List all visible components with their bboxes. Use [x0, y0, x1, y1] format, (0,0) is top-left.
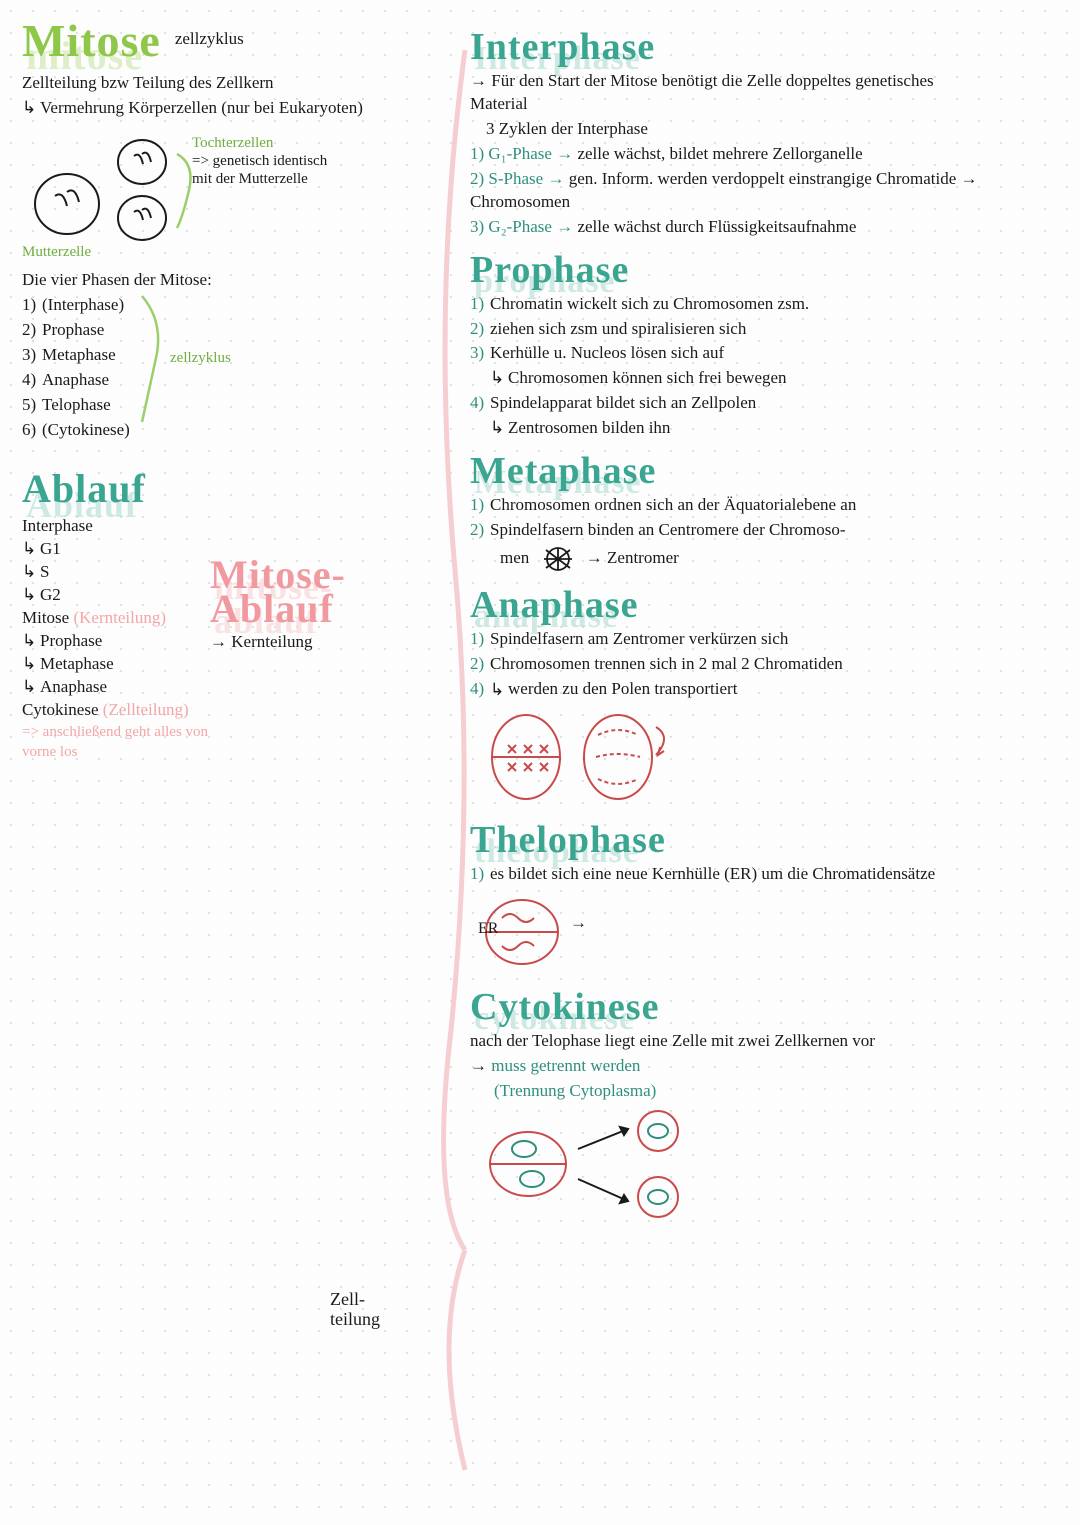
pro-title: Prophase — [470, 249, 629, 291]
ab-meta: Metaphase — [22, 653, 398, 676]
page: mitose Mitose zellzyklus Zellteilung bzw… — [0, 0, 1080, 1525]
mitose-title: Mitose — [22, 15, 161, 66]
cyto-l1: nach der Telophase liegt eine Zelle mit … — [470, 1031, 875, 1050]
inter-l1: Für den Start der Mitose benötigt die Ze… — [470, 70, 990, 116]
meta-l1: Chromosomen ordnen sich an der Äquatoria… — [490, 495, 856, 514]
ma-kern: → Kernteilung — [210, 631, 420, 654]
telo-er: ER — [478, 920, 498, 937]
phasen-heading: Die vier Phasen der Mitose: — [22, 269, 398, 292]
meta-title: Metaphase — [470, 450, 656, 492]
mitose-ablauf-block: mitose- Mitose- ablauf Ablauf → Kernteil… — [210, 555, 420, 656]
ana-title: Anaphase — [470, 584, 639, 626]
ablauf-title: Ablauf — [22, 466, 146, 511]
telo-l1: es bildet sich eine neue Kernhülle (ER) … — [490, 864, 935, 883]
phase-2: Prophase — [42, 320, 104, 339]
centromer-icon — [538, 544, 578, 574]
anaphase-section: anaphase Anaphase 1)Spindelfasern am Zen… — [470, 576, 1062, 807]
g2a: 3) G₂-Phase — [470, 217, 552, 236]
desc-line-1: Zellteilung bzw Teilung des Zellkern — [22, 72, 398, 95]
telophase-cell-icon: → ER — [478, 892, 1062, 990]
ab-interphase: Interphase — [22, 515, 398, 538]
mutter-label: Mutterzelle — [22, 244, 398, 261]
phase-4: Anaphase — [42, 370, 109, 389]
tochter-2: => genetisch identisch — [192, 152, 392, 170]
zellteilung-label: Zell- teilung — [330, 1290, 410, 1330]
svg-text:→: → — [570, 913, 587, 932]
pro-l3: Kerhülle u. Nucleos lösen sich auf — [490, 343, 724, 362]
mitose-desc: Zellteilung bzw Teilung des Zellkern Ver… — [22, 72, 398, 120]
sa: 2) S-Phase — [470, 169, 543, 188]
cytokinese-cells-icon — [478, 1109, 1062, 1219]
g1b: zelle wächst, bildet mehrere Zellorganel… — [577, 144, 862, 163]
ab-cyto-note: (Zellteilung) — [103, 700, 189, 719]
pro-l2: ziehen sich zsm und spiralisieren sich — [490, 319, 746, 338]
telophase-section: thelophase Thelophase 1)es bildet sich e… — [470, 811, 1062, 990]
ana-l2: Chromosomen trennen sich in 2 mal 2 Chro… — [490, 654, 843, 673]
g2b: zelle wächst durch Flüssigkeitsaufnahme — [577, 217, 856, 236]
ab-mitose: Mitose — [22, 608, 69, 627]
telo-title: Thelophase — [470, 819, 666, 861]
phase-1: (Interphase) — [42, 295, 124, 314]
inter-title: Interphase — [470, 26, 655, 68]
zellteilung-text: Zell- teilung — [330, 1289, 380, 1329]
cyto-l2: muss getrennt werden — [491, 1056, 640, 1075]
ana-l3: werden zu den Polen transportiert — [490, 679, 737, 698]
tochter-1: Tochterzellen — [192, 134, 392, 152]
phase-3: Metaphase — [42, 345, 116, 364]
cyto-title: Cytokinese — [470, 986, 659, 1028]
prophase-section: prophase Prophase 1)Chromatin wickelt si… — [470, 241, 1062, 441]
phase-5: Telophase — [42, 395, 111, 414]
mitose-sub: zellzyklus — [175, 29, 244, 48]
metaphase-section: Metaphase Metaphase 1)Chromosomen ordnen… — [470, 442, 1062, 574]
pro-l4: Spindelapparat bildet sich an Zellpolen — [490, 393, 756, 412]
right-column: Interphase Interphase Für den Start der … — [410, 0, 1080, 1525]
ab-end: => anschließend geht alles von vorne los — [22, 722, 212, 763]
anaphase-cells-icon — [478, 707, 1062, 807]
ma-title2: Ablauf — [210, 586, 334, 631]
cyto-l3: (Trennung Cytoplasma) — [494, 1080, 1062, 1103]
ab-mitose-note: (Kernteilung) — [73, 608, 166, 627]
g1a: 1) G₁-Phase — [470, 144, 552, 163]
pro-l4b: Zentrosomen bilden ihn — [490, 417, 1062, 440]
phasen-note: zellzyklus — [170, 350, 231, 367]
ab-cyto: Cytokinese — [22, 700, 99, 719]
pro-l3b: Chromosomen können sich frei bewegen — [490, 367, 1062, 390]
left-column: mitose Mitose zellzyklus Zellteilung bzw… — [0, 0, 410, 1525]
mitose-heading: mitose Mitose zellzyklus — [22, 18, 398, 64]
phase-6: (Cytokinese) — [42, 420, 130, 439]
inter-l2: 3 Zyklen der Interphase — [486, 118, 1062, 141]
cell-diagram: Tochterzellen => genetisch identisch mit… — [22, 126, 398, 261]
desc-line-2: Vermehrung Körperzellen (nur bei Eukaryo… — [22, 97, 398, 120]
meta-l2: Spindelfasern binden an Centromere der C… — [490, 520, 846, 539]
pro-l1: Chromatin wickelt sich zu Chromosomen zs… — [490, 294, 809, 313]
meta-cent: Zentromer — [607, 548, 679, 567]
ana-l1: Spindelfasern am Zentromer verkürzen sic… — [490, 629, 788, 648]
ab-ana: Anaphase — [22, 676, 398, 699]
cytokinese-section: cytokinese Cytokinese nach der Telophase… — [470, 978, 1062, 1219]
interphase-section: Interphase Interphase Für den Start der … — [470, 18, 1062, 239]
meta-l2b: men — [500, 548, 529, 567]
phasen-block: Die vier Phasen der Mitose: 1)(Interphas… — [22, 269, 398, 442]
tochter-3: mit der Mutterzelle — [192, 170, 392, 188]
